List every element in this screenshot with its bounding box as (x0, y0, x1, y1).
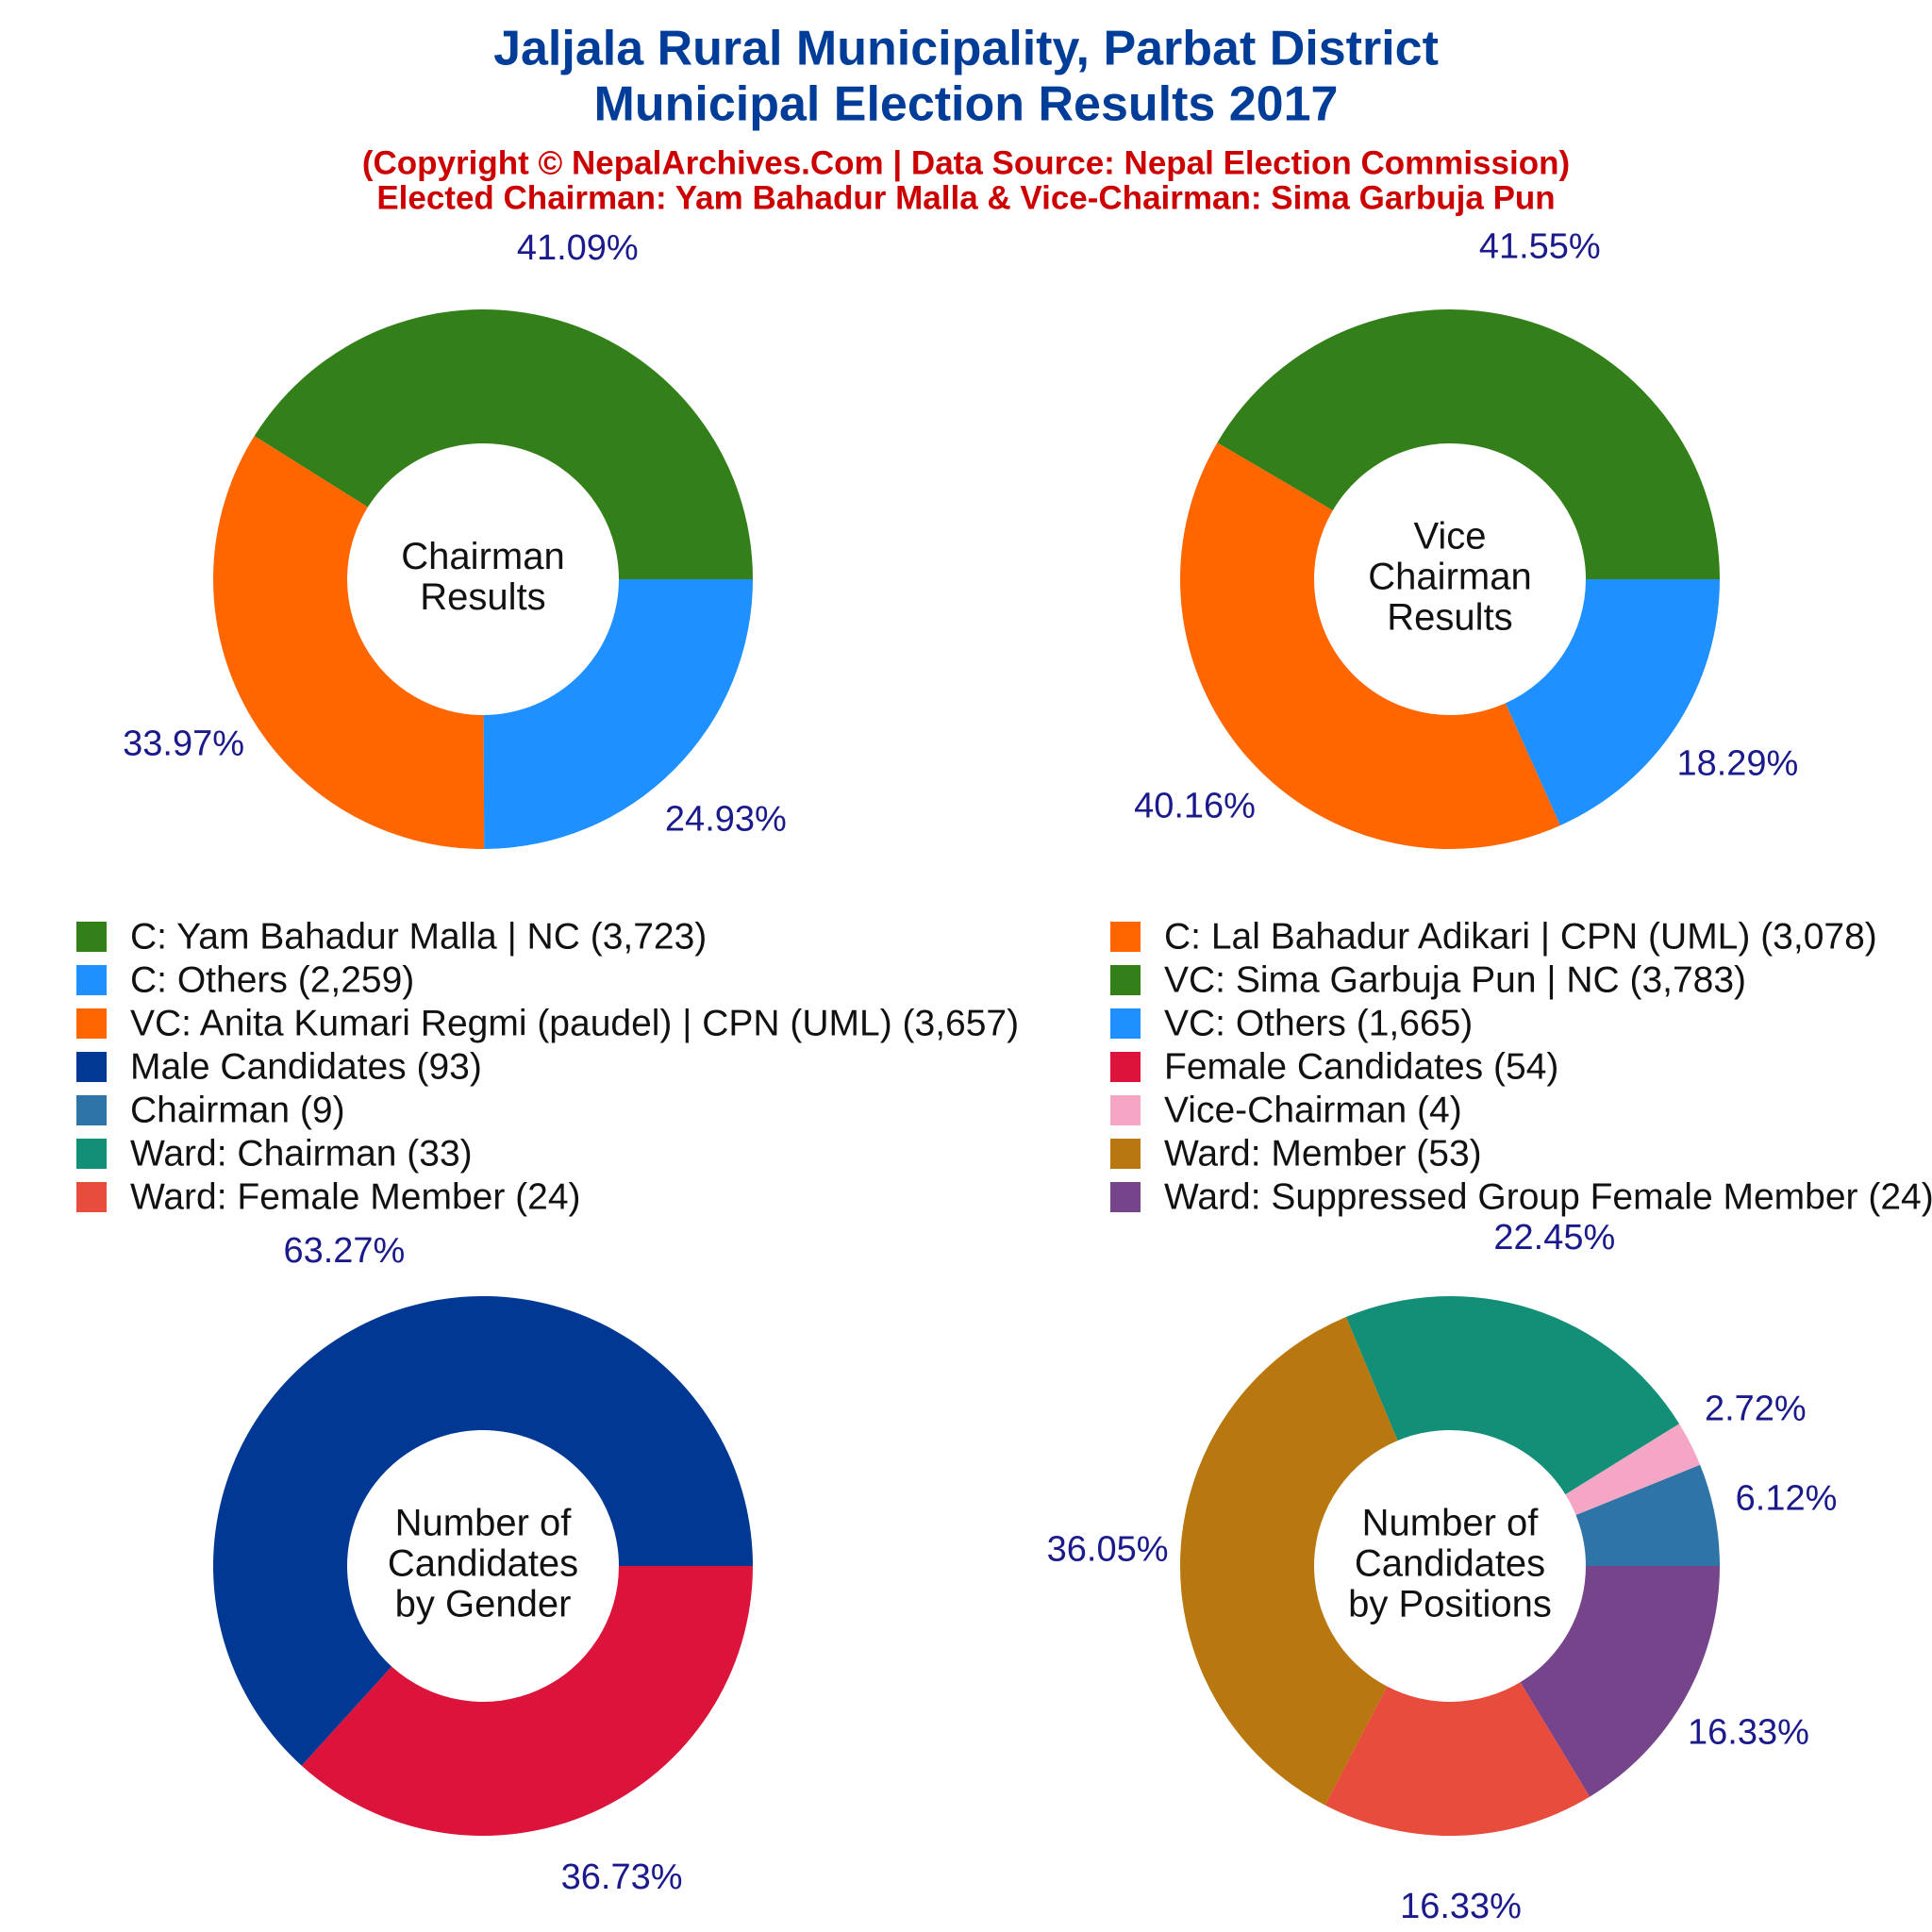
subtitle: (Copyright © NepalArchives.Com | Data So… (362, 144, 1570, 181)
donut-slice (1217, 308, 1720, 579)
donut-slice (1565, 1424, 1701, 1515)
center-label: Chairman (1368, 557, 1531, 598)
center-label: Results (420, 576, 545, 618)
value-label: 41.09% (517, 228, 639, 268)
title: Municipal Election Results 2017 (594, 77, 1339, 132)
donut-slice (483, 579, 753, 849)
legend-label: Ward: Member (53) (1164, 1133, 1482, 1174)
value-label: 63.27% (283, 1231, 405, 1271)
legend-label: Female Candidates (54) (1164, 1046, 1558, 1087)
legend-label: VC: Anita Kumari Regmi (paudel) | CPN (U… (130, 1003, 1019, 1043)
center-label: Chairman (401, 536, 564, 577)
donut-slice (212, 1295, 754, 1766)
center-label: Candidates (388, 1543, 578, 1585)
legend-swatch (76, 1182, 107, 1212)
legend-swatch (76, 922, 107, 952)
value-label: 16.33% (1400, 1887, 1522, 1926)
legend-label: C: Lal Bahadur Adikari | CPN (UML) (3,07… (1164, 916, 1877, 957)
legend-swatch (1110, 922, 1141, 952)
legend-swatch (76, 1095, 107, 1125)
value-label: 2.72% (1705, 1390, 1807, 1429)
donut-slice (301, 1566, 753, 1836)
value-label: 33.97% (123, 724, 244, 764)
legend-swatch (1110, 1095, 1141, 1125)
subtitle: Elected Chairman: Yam Bahadur Malla & Vi… (376, 179, 1555, 216)
legend-label: Vice-Chairman (4) (1164, 1090, 1462, 1130)
legend-label: Chairman (9) (130, 1090, 345, 1130)
center-label: Number of (395, 1503, 573, 1544)
center-label: Vice (1413, 516, 1486, 558)
legend-swatch (1110, 1008, 1141, 1039)
donut-slice (1179, 1317, 1398, 1806)
legend-label: VC: Others (1,665) (1164, 1003, 1473, 1043)
legend-swatch (1110, 1139, 1141, 1169)
title: Jaljala Rural Municipality, Parbat Distr… (493, 22, 1439, 76)
center-label: by Positions (1348, 1584, 1552, 1625)
value-label: 24.93% (665, 799, 787, 839)
value-label: 36.05% (1047, 1529, 1169, 1569)
center-label: Number of (1362, 1503, 1540, 1544)
value-label: 18.29% (1676, 743, 1798, 783)
center-label: Results (1387, 597, 1512, 639)
center-label: by Gender (395, 1584, 572, 1625)
donut-slice (1324, 1682, 1591, 1836)
legend-label: VC: Sima Garbuja Pun | NC (3,783) (1164, 959, 1746, 1000)
donut-slice (1505, 579, 1721, 825)
legend-swatch (76, 1008, 107, 1039)
value-label: 36.73% (561, 1857, 683, 1897)
legend-swatch (76, 1052, 107, 1082)
legend-label: Male Candidates (93) (130, 1046, 482, 1087)
legend-swatch (1110, 1052, 1141, 1082)
legend-label: Ward: Chairman (33) (130, 1133, 473, 1174)
legend-swatch (76, 1139, 107, 1169)
value-label: 41.55% (1479, 227, 1601, 267)
legend-swatch (76, 965, 107, 995)
value-label: 6.12% (1736, 1479, 1838, 1519)
legend-label: Ward: Suppressed Group Female Member (24… (1164, 1176, 1932, 1217)
donut-slice (1575, 1464, 1720, 1566)
donut-slice (1179, 442, 1561, 849)
legend-swatch (1110, 1182, 1141, 1212)
legend-label: C: Others (2,259) (130, 959, 414, 1000)
donut-slice (254, 308, 754, 579)
value-label: 40.16% (1134, 786, 1256, 825)
donut-slice (1345, 1296, 1680, 1495)
center-label: Candidates (1355, 1543, 1545, 1585)
legend-label: C: Yam Bahadur Malla | NC (3,723) (130, 916, 707, 957)
value-label: 22.45% (1493, 1218, 1615, 1257)
legend-label: Ward: Female Member (24) (130, 1176, 581, 1217)
donut-slice (1520, 1566, 1720, 1797)
legend-swatch (1110, 965, 1141, 995)
donut-slice (212, 436, 485, 849)
value-label: 16.33% (1688, 1712, 1809, 1752)
